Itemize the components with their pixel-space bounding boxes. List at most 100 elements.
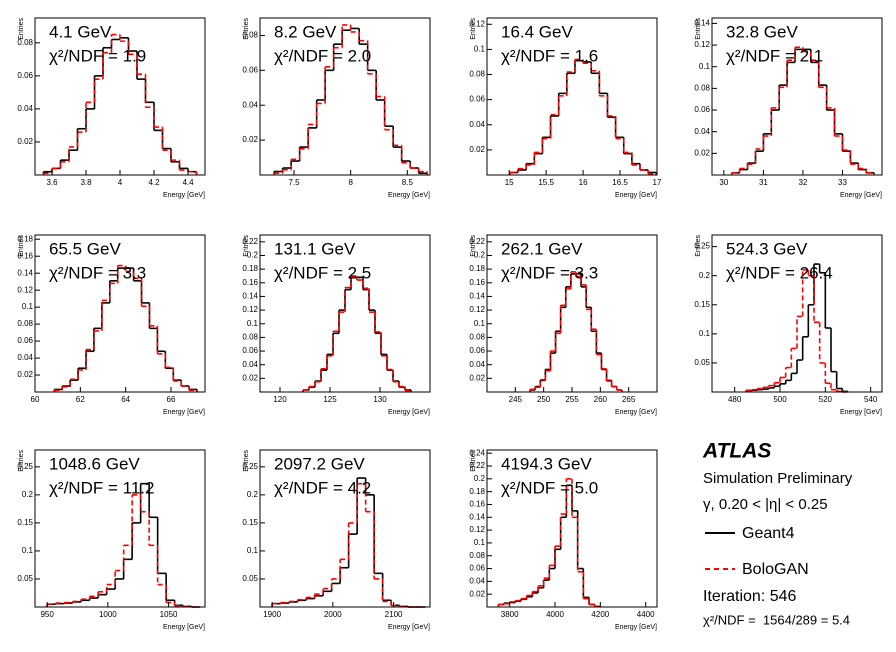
x-tick-label: 4200 <box>591 610 609 619</box>
x-tick-label: 8.5 <box>402 178 414 187</box>
x-axis-label: Energy [GeV] <box>615 409 657 416</box>
y-tick-label: 0.06 <box>242 65 258 74</box>
y-tick-label: 0.1 <box>474 538 486 547</box>
y-tick-label: 0.02 <box>17 137 33 146</box>
x-tick-label: 250 <box>537 395 551 404</box>
plot-frame <box>259 449 431 608</box>
x-axis-label: Energy [GeV] <box>615 624 657 631</box>
panel-annotation: χ²/NDF = 3.3 <box>501 263 598 282</box>
y-tick-label: 0.18 <box>469 264 485 273</box>
y-tick-label: 0.18 <box>469 487 485 496</box>
panel-title: 65.5 GeV <box>49 239 121 258</box>
x-tick-label: 7.5 <box>288 178 300 187</box>
x-tick-label: 120 <box>273 395 287 404</box>
y-tick-label: 0.06 <box>469 95 485 104</box>
x-tick-label: 2000 <box>324 610 342 619</box>
x-tick-label: 4.2 <box>148 178 160 187</box>
y-tick-label: 0.14 <box>694 19 710 28</box>
x-tick-label: 125 <box>323 395 337 404</box>
plot-frame <box>711 234 883 393</box>
x-axis-label: Energy [GeV] <box>615 192 657 199</box>
y-tick-label: 0.1 <box>699 62 711 71</box>
x-tick-label: 4400 <box>637 610 655 619</box>
panel-annotation: χ²/NDF = 2.0 <box>274 46 371 65</box>
y-tick-label: 0.12 <box>694 40 710 49</box>
y-tick-label: 0.1 <box>247 546 259 555</box>
panel-annotation: χ²/NDF = 2.1 <box>726 46 823 65</box>
y-axis-label: Entries <box>470 18 477 40</box>
panel-title: 4194.3 GeV <box>501 454 592 473</box>
total-chi2: χ²/NDF = 1564/289 = 5.4 <box>703 612 850 627</box>
x-axis-label: Energy [GeV] <box>163 409 205 416</box>
y-tick-label: 0.16 <box>242 278 258 287</box>
y-tick-label: 0.02 <box>17 370 33 379</box>
experiment-label: ATLAS <box>702 440 771 463</box>
legend-label: BoloGAN <box>742 561 809 578</box>
y-tick-label: 0.08 <box>242 333 258 342</box>
x-tick-label: 15.5 <box>538 178 554 187</box>
y-tick-label: 0.1 <box>22 302 34 311</box>
y-tick-label: 0.25 <box>694 242 710 251</box>
x-tick-label: 255 <box>565 395 579 404</box>
x-tick-label: 1900 <box>263 610 281 619</box>
y-tick-label: 0.16 <box>469 278 485 287</box>
x-tick-label: 17 <box>653 178 662 187</box>
y-tick-label: 0.16 <box>469 500 485 509</box>
panel-annotation: χ²/NDF = 4.2 <box>274 478 371 497</box>
x-tick-label: 1000 <box>99 610 117 619</box>
y-axis-label: Entries <box>243 450 250 472</box>
plot-frame <box>34 234 206 393</box>
y-tick-label: 0.04 <box>17 353 33 362</box>
y-tick-label: 0.04 <box>469 120 485 129</box>
x-tick-label: 3800 <box>501 610 519 619</box>
x-tick-label: 260 <box>594 395 608 404</box>
y-tick-label: 0.04 <box>469 576 485 585</box>
y-tick-label: 0.25 <box>242 462 258 471</box>
y-tick-label: 0.04 <box>17 104 33 113</box>
y-tick-label: 0.04 <box>242 360 258 369</box>
panel-title: 16.4 GeV <box>501 22 573 41</box>
x-axis-label: Energy [GeV] <box>388 624 430 631</box>
x-tick-label: 950 <box>40 610 54 619</box>
y-tick-label: 0.02 <box>469 589 485 598</box>
panel-annotation: χ²/NDF = 3.3 <box>49 263 146 282</box>
x-tick-label: 540 <box>864 395 878 404</box>
y-tick-label: 0.06 <box>694 105 710 114</box>
y-tick-label: 0.08 <box>469 70 485 79</box>
y-tick-label: 0.2 <box>699 271 711 280</box>
y-tick-label: 0.18 <box>242 264 258 273</box>
x-axis-label: Energy [GeV] <box>163 624 205 631</box>
y-tick-label: 0.22 <box>469 237 485 246</box>
panel-annotation: χ²/NDF = 1.9 <box>49 46 146 65</box>
y-tick-label: 0.12 <box>469 525 485 534</box>
panel-title: 2097.2 GeV <box>274 454 365 473</box>
x-tick-label: 500 <box>773 395 787 404</box>
x-tick-label: 520 <box>819 395 833 404</box>
y-axis-label: Entries <box>18 235 25 257</box>
y-tick-label: 0.08 <box>17 38 33 47</box>
y-tick-label: 0.1 <box>699 329 711 338</box>
plot-frame <box>711 17 883 176</box>
y-tick-label: 0.04 <box>469 360 485 369</box>
y-tick-label: 0.2 <box>22 490 34 499</box>
y-tick-label: 0.14 <box>469 292 485 301</box>
y-axis-label: Entries <box>243 235 250 257</box>
x-tick-label: 130 <box>373 395 387 404</box>
x-tick-label: 60 <box>31 395 40 404</box>
y-tick-label: 0.1 <box>474 45 486 54</box>
y-tick-label: 0.08 <box>469 333 485 342</box>
y-tick-label: 0.05 <box>694 358 710 367</box>
panel-annotation: χ²/NDF = 11.2 <box>49 478 154 497</box>
y-axis-label: Entries <box>695 18 702 40</box>
y-tick-label: 0.06 <box>242 346 258 355</box>
y-tick-label: 0.05 <box>242 574 258 583</box>
y-tick-label: 0.06 <box>469 346 485 355</box>
panel-title: 1048.6 GeV <box>49 454 140 473</box>
y-tick-label: 0.08 <box>17 319 33 328</box>
x-tick-label: 62 <box>76 395 85 404</box>
y-tick-label: 0.04 <box>694 127 710 136</box>
y-tick-label: 0.08 <box>242 31 258 40</box>
y-tick-label: 0.1 <box>247 319 259 328</box>
panel-title: 131.1 GeV <box>274 239 356 258</box>
